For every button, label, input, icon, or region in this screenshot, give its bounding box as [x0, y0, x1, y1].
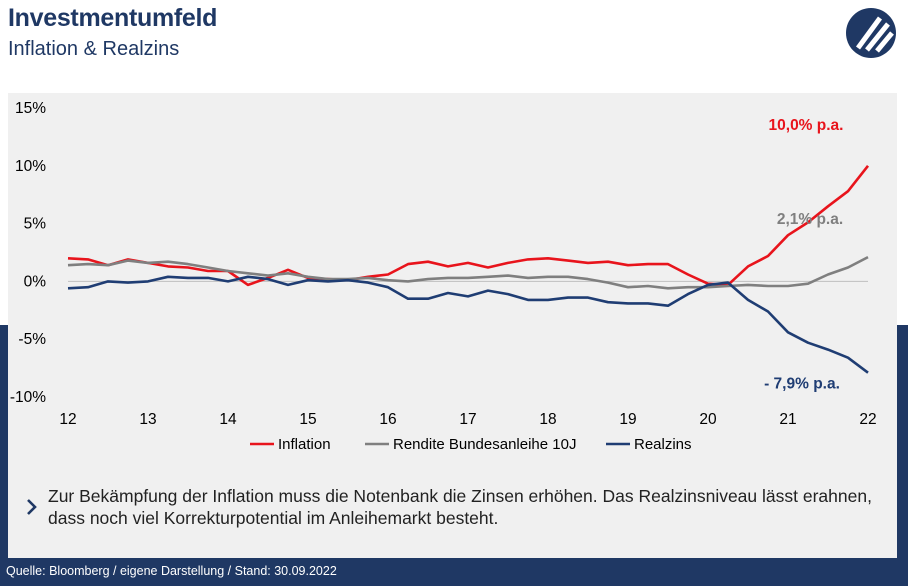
legend-label: Realzins	[634, 436, 692, 453]
x-tick-label: 16	[379, 411, 396, 428]
x-tick-label: 17	[459, 411, 476, 428]
series-line-2	[67, 275, 869, 374]
series-line-1	[67, 255, 869, 290]
y-tick-label: 10%	[15, 158, 46, 175]
y-tick-label: 5%	[24, 216, 47, 233]
chevron-right-icon	[27, 499, 37, 515]
series-end-label: 2,1% p.a.	[777, 211, 843, 228]
y-tick-label: 0%	[24, 273, 47, 290]
series-line-0	[67, 164, 870, 287]
x-tick-label: 15	[299, 411, 316, 428]
company-logo-icon	[846, 8, 896, 58]
x-tick-label: 20	[699, 411, 717, 428]
x-tick-label: 22	[859, 411, 876, 428]
legend-label: Inflation	[278, 436, 331, 453]
page-subtitle: Inflation & Realzins	[8, 38, 180, 60]
y-tick-label: 15%	[15, 100, 46, 117]
x-tick-label: 14	[219, 411, 237, 428]
legend-label: Rendite Bundesanleihe 10J	[393, 436, 576, 453]
x-tick-label: 18	[539, 411, 556, 428]
x-tick-label: 13	[139, 411, 156, 428]
source-footer: Quelle: Bloomberg / eigene Darstellung /…	[6, 564, 337, 578]
series-end-label: 10,0% p.a.	[769, 117, 844, 134]
y-tick-label: -5%	[18, 331, 46, 348]
line-chart: 15% 10% 5% 0% -5% -10% 12 13 14 15 16 17 18 19 20 21 22…	[10, 100, 877, 453]
page-title: Investmentumfeld	[8, 4, 218, 32]
note-text: Zur Bekämpfung der Inflation muss die No…	[48, 486, 872, 528]
y-tick-label: -10%	[10, 389, 46, 406]
x-tick-label: 12	[59, 411, 76, 428]
x-tick-label: 19	[619, 411, 636, 428]
x-tick-label: 21	[779, 411, 796, 428]
content-panel: 15% 10% 5% 0% -5% -10% 12 13 14 15 16 17 18 19 20 21 22…	[8, 93, 897, 558]
series-end-label: - 7,9% p.a.	[764, 376, 840, 393]
